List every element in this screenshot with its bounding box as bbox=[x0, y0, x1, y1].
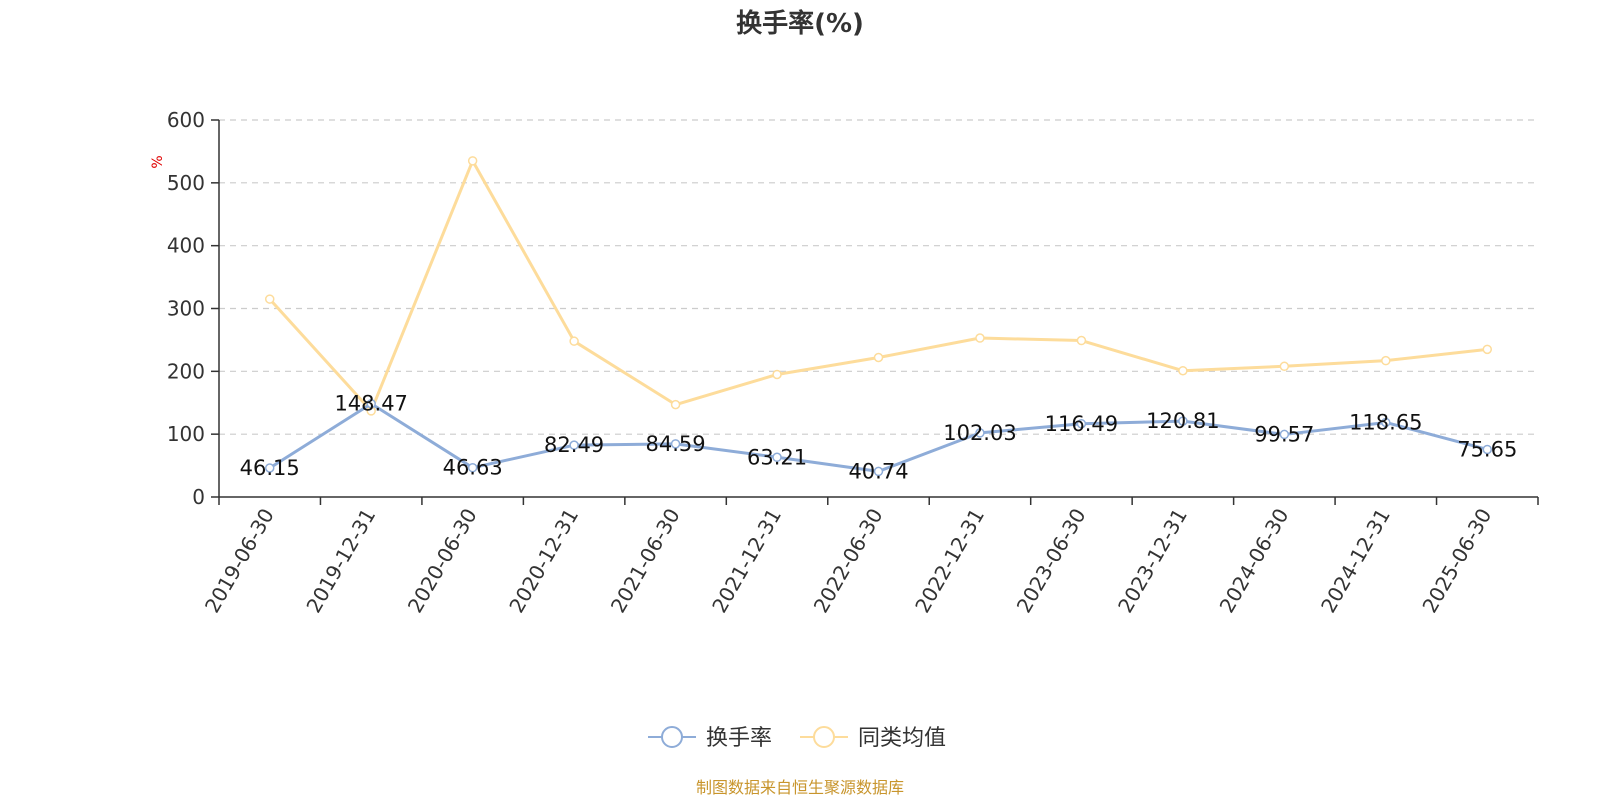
data-label: 148.47 bbox=[334, 392, 407, 416]
x-tick-label: 2020-12-31 bbox=[504, 504, 583, 617]
series-line bbox=[268, 159, 1488, 413]
x-tick-label: 2022-12-31 bbox=[910, 504, 989, 617]
chart-title: 换手率(%) bbox=[736, 8, 864, 39]
data-point[interactable] bbox=[1482, 444, 1493, 455]
data-point[interactable] bbox=[1381, 355, 1391, 366]
data-labels: 46.15 148.47 46.63 82.49 84.59 63.21 40.74 102.… bbox=[240, 392, 1518, 484]
y-axis-ticks: 0 100 200 300 400 500 600 bbox=[167, 108, 219, 509]
y-tick-label: 600 bbox=[167, 108, 205, 132]
data-label: 118.65 bbox=[1349, 410, 1422, 434]
data-point[interactable] bbox=[467, 156, 478, 166]
series-peer-average bbox=[264, 156, 1493, 416]
data-point[interactable] bbox=[366, 398, 376, 409]
data-point[interactable] bbox=[1178, 416, 1188, 426]
legend-item-turnover[interactable]: 换手率 bbox=[648, 726, 772, 751]
data-label: 75.65 bbox=[1457, 437, 1517, 461]
x-tick-label: 2024-12-31 bbox=[1316, 504, 1395, 617]
x-tick-label: 2021-06-30 bbox=[606, 504, 685, 617]
y-tick-label: 200 bbox=[167, 359, 205, 383]
data-point[interactable] bbox=[873, 466, 884, 477]
data-label: 99.57 bbox=[1254, 422, 1314, 446]
data-point[interactable] bbox=[873, 352, 884, 363]
x-tick-label: 2019-06-30 bbox=[200, 504, 279, 617]
x-axis-ticks: 2019-06-30 2019-12-31 2020-06-30 2020-12-31… bbox=[200, 497, 1539, 617]
x-tick-label: 2023-12-31 bbox=[1113, 504, 1192, 617]
y-axis-unit: % bbox=[150, 155, 166, 168]
data-point[interactable] bbox=[670, 399, 681, 410]
data-point[interactable] bbox=[569, 336, 579, 346]
legend[interactable]: 换手率 同类均值 bbox=[648, 726, 946, 751]
data-point[interactable] bbox=[264, 463, 275, 473]
x-tick-label: 2020-06-30 bbox=[403, 504, 482, 617]
x-tick-label: 2024-06-30 bbox=[1215, 504, 1294, 617]
legend-marker-turnover bbox=[661, 726, 683, 748]
data-point[interactable] bbox=[975, 333, 985, 343]
data-label: 46.15 bbox=[240, 456, 300, 480]
data-label: 40.74 bbox=[848, 459, 908, 483]
data-label: 102.03 bbox=[943, 421, 1016, 445]
data-point[interactable] bbox=[569, 440, 579, 450]
x-tick-label: 2021-12-31 bbox=[707, 504, 786, 617]
legend-label-peer-average: 同类均值 bbox=[858, 726, 946, 751]
data-point[interactable] bbox=[772, 369, 782, 380]
y-tick-label: 300 bbox=[167, 297, 205, 321]
data-point[interactable] bbox=[1076, 419, 1087, 429]
y-tick-label: 400 bbox=[167, 234, 205, 258]
data-point[interactable] bbox=[1076, 335, 1087, 346]
data-point[interactable] bbox=[1482, 344, 1493, 355]
data-point[interactable] bbox=[1279, 361, 1290, 372]
x-tick-label: 2019-12-31 bbox=[301, 504, 380, 617]
data-point[interactable] bbox=[975, 428, 985, 438]
legend-item-peer-average[interactable]: 同类均值 bbox=[800, 726, 946, 751]
legend-label-turnover: 换手率 bbox=[706, 726, 772, 751]
data-source-note: 制图数据来自恒生聚源数据库 bbox=[696, 778, 904, 797]
gridlines bbox=[219, 119, 1538, 435]
x-tick-label: 2025-06-30 bbox=[1417, 504, 1496, 617]
y-tick-label: 100 bbox=[167, 422, 205, 446]
x-tick-label: 2022-06-30 bbox=[809, 504, 888, 617]
data-label: 116.49 bbox=[1045, 412, 1118, 436]
y-tick-label: 500 bbox=[167, 171, 205, 195]
data-label: 84.59 bbox=[646, 432, 706, 456]
data-point[interactable] bbox=[1381, 417, 1391, 428]
data-point[interactable] bbox=[670, 439, 681, 449]
x-tick-label: 2023-06-30 bbox=[1012, 504, 1091, 617]
legend-marker-peer-average bbox=[813, 726, 835, 748]
series bbox=[264, 156, 1493, 477]
data-label: 63.21 bbox=[747, 445, 807, 469]
data-point[interactable] bbox=[772, 452, 782, 463]
y-tick-label: 0 bbox=[192, 485, 205, 509]
data-point[interactable] bbox=[1178, 365, 1188, 376]
data-label: 82.49 bbox=[544, 433, 604, 457]
series-turnover bbox=[264, 398, 1493, 477]
data-point[interactable] bbox=[1279, 429, 1290, 440]
data-label: 120.81 bbox=[1146, 409, 1219, 433]
data-point[interactable] bbox=[467, 462, 478, 473]
data-label: 46.63 bbox=[443, 456, 503, 480]
data-point[interactable] bbox=[264, 294, 275, 304]
axes bbox=[218, 120, 1538, 498]
